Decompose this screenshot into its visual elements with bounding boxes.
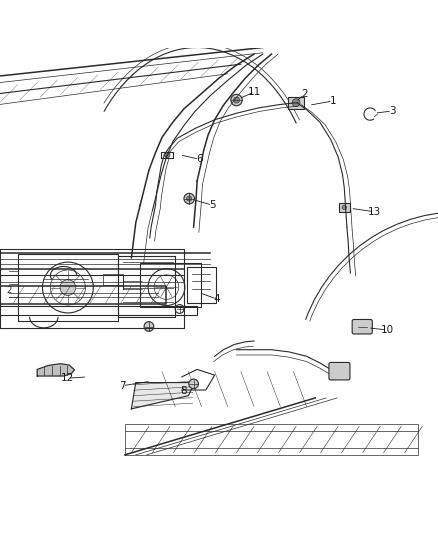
Text: 7: 7 <box>119 381 126 391</box>
Circle shape <box>342 205 346 209</box>
Circle shape <box>184 193 194 204</box>
FancyBboxPatch shape <box>288 96 304 109</box>
Text: 13: 13 <box>368 207 381 217</box>
Text: 2: 2 <box>6 286 11 295</box>
FancyBboxPatch shape <box>329 362 350 380</box>
Text: 3: 3 <box>389 106 396 116</box>
Circle shape <box>60 280 76 295</box>
Text: 6: 6 <box>196 154 203 164</box>
Polygon shape <box>37 364 74 376</box>
Circle shape <box>233 97 240 103</box>
Circle shape <box>292 99 300 107</box>
Text: 2: 2 <box>301 90 308 99</box>
Circle shape <box>231 94 242 106</box>
Text: 5: 5 <box>209 200 216 210</box>
Circle shape <box>144 322 154 332</box>
Text: 8: 8 <box>180 386 187 397</box>
Text: 12: 12 <box>61 373 74 383</box>
FancyBboxPatch shape <box>352 319 372 334</box>
Text: 10: 10 <box>381 325 394 335</box>
Circle shape <box>187 196 192 201</box>
FancyBboxPatch shape <box>339 203 350 212</box>
Text: 4: 4 <box>213 294 220 304</box>
Polygon shape <box>131 383 195 409</box>
Text: 11: 11 <box>247 87 261 97</box>
Text: 1: 1 <box>329 96 336 106</box>
Circle shape <box>165 152 170 157</box>
Circle shape <box>189 379 198 389</box>
